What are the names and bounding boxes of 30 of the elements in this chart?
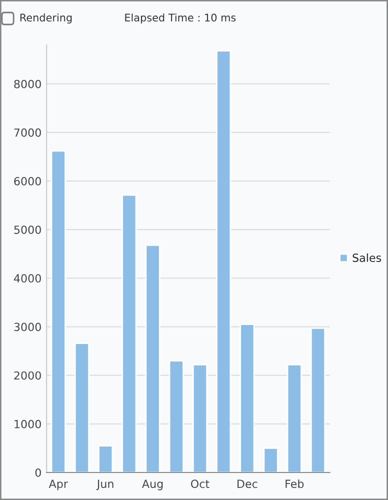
x-tick-label: Oct [191,480,210,488]
y-tick-label: 4000 [14,274,41,283]
bar [98,445,114,472]
y-tick-label: 6000 [14,177,41,186]
bar [50,150,66,472]
bar [168,360,184,472]
y-tick-label: 2000 [14,371,41,380]
y-tick-label: 1000 [14,420,41,428]
y-tick-label: 0 [35,468,41,477]
bar [216,50,232,472]
y-tick-label: 8000 [14,80,41,88]
y-tick-label: 3000 [14,322,41,332]
text: Rendering [20,13,72,24]
bar [145,244,160,472]
bar [192,364,208,472]
x-tick-label: Feb [286,479,304,488]
bar [122,194,137,472]
y-tick-label: 7000 [14,128,41,137]
y-tick-label: 5000 [14,226,41,234]
bar [310,328,326,472]
legend-label: Sales [352,253,382,262]
x-tick-label: Jun [96,480,114,490]
bar [263,448,278,472]
bar [74,342,90,472]
x-tick-label: Apr [48,480,68,490]
bar [240,324,255,472]
text: Elapsed Time : 10 ms [125,13,236,24]
x-tick-label: Aug [142,480,163,490]
x-tick-label: Dec [238,480,258,488]
bar [286,364,302,472]
